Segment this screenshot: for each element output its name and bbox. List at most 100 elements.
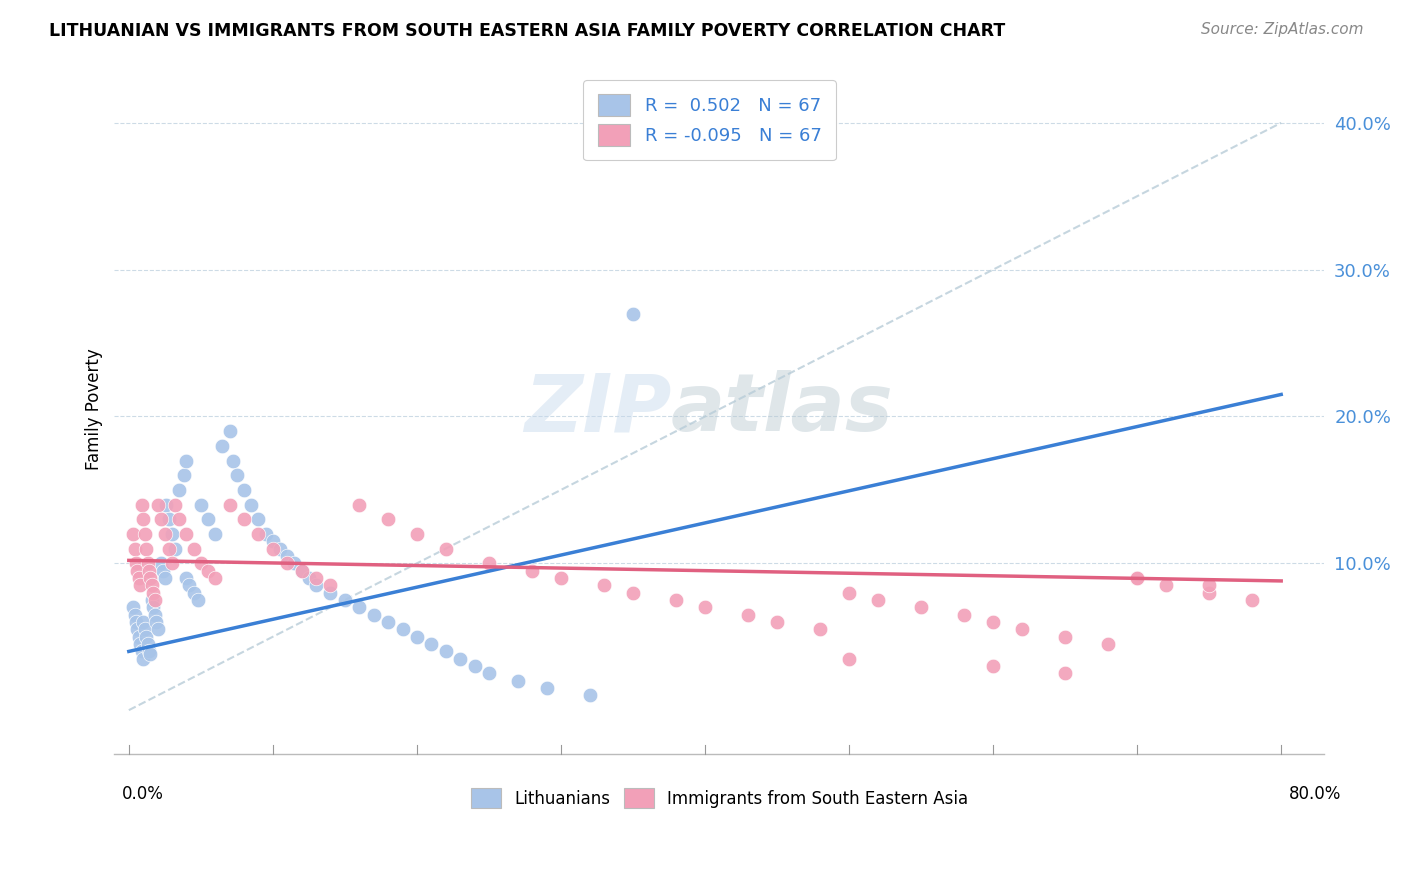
Point: [520, 564, 543, 578]
Point: [143, 607, 166, 622]
Point: [149, 557, 172, 571]
Point: [391, 623, 413, 637]
Point: [981, 615, 1004, 629]
Point: [377, 512, 399, 526]
Point: [124, 607, 146, 622]
Point: [183, 541, 205, 556]
Point: [478, 557, 501, 571]
Point: [157, 541, 180, 556]
Point: [1126, 571, 1149, 585]
Point: [132, 512, 155, 526]
Point: [163, 498, 186, 512]
Point: [377, 615, 399, 629]
Point: [305, 571, 328, 585]
Point: [131, 644, 153, 658]
Point: [129, 637, 152, 651]
Point: [247, 512, 270, 526]
Point: [155, 498, 177, 512]
Point: [240, 498, 263, 512]
Point: [953, 607, 976, 622]
Text: atlas: atlas: [671, 370, 894, 448]
Point: [129, 578, 152, 592]
Y-axis label: Family Poverty: Family Poverty: [86, 348, 103, 470]
Point: [305, 578, 328, 592]
Point: [866, 593, 889, 607]
Point: [176, 571, 198, 585]
Point: [157, 512, 180, 526]
Point: [218, 498, 240, 512]
Point: [139, 648, 162, 662]
Legend: Lithuanians, Immigrants from South Eastern Asia: Lithuanians, Immigrants from South Easte…: [464, 781, 974, 815]
Point: [838, 652, 860, 666]
Point: [1198, 585, 1220, 599]
Point: [141, 578, 163, 592]
Point: [464, 659, 486, 673]
Point: [145, 615, 167, 629]
Point: [621, 307, 644, 321]
Point: [981, 659, 1004, 673]
Point: [766, 615, 789, 629]
Point: [153, 527, 176, 541]
Point: [149, 512, 172, 526]
Point: [319, 585, 342, 599]
Point: [160, 557, 183, 571]
Point: [160, 527, 183, 541]
Point: [276, 557, 298, 571]
Point: [124, 541, 146, 556]
Point: [420, 637, 443, 651]
Point: [434, 644, 457, 658]
Point: [1011, 623, 1033, 637]
Point: [131, 498, 153, 512]
Point: [808, 623, 831, 637]
Point: [1054, 630, 1077, 644]
Point: [1126, 571, 1149, 585]
Point: [128, 630, 150, 644]
Point: [190, 498, 212, 512]
Point: [434, 541, 457, 556]
Point: [211, 439, 233, 453]
Point: [204, 571, 226, 585]
Point: [1154, 578, 1177, 592]
Text: ZIP: ZIP: [523, 370, 671, 448]
Point: [665, 593, 688, 607]
Point: [122, 600, 145, 615]
Point: [1097, 637, 1119, 651]
Point: [204, 527, 226, 541]
Point: [449, 652, 471, 666]
Point: [167, 483, 190, 497]
Point: [333, 593, 356, 607]
Point: [134, 623, 156, 637]
Point: [298, 571, 321, 585]
Point: [139, 571, 162, 585]
Point: [262, 534, 284, 549]
Point: [138, 644, 160, 658]
Point: [319, 578, 342, 592]
Point: [187, 593, 209, 607]
Point: [167, 512, 190, 526]
Point: [349, 498, 371, 512]
Point: [152, 564, 174, 578]
Point: [176, 527, 198, 541]
Point: [291, 564, 314, 578]
Point: [134, 527, 156, 541]
Point: [621, 585, 644, 599]
Text: LITHUANIAN VS IMMIGRANTS FROM SOUTH EASTERN ASIA FAMILY POVERTY CORRELATION CHAR: LITHUANIAN VS IMMIGRANTS FROM SOUTH EAST…: [49, 22, 1005, 40]
Point: [1241, 593, 1264, 607]
Point: [153, 571, 176, 585]
Point: [125, 557, 148, 571]
Point: [578, 689, 600, 703]
Point: [1198, 578, 1220, 592]
Point: [291, 564, 314, 578]
Point: [142, 585, 165, 599]
Point: [132, 652, 155, 666]
Point: [550, 571, 572, 585]
Point: [363, 607, 385, 622]
Point: [190, 557, 212, 571]
Point: [146, 498, 169, 512]
Point: [349, 600, 371, 615]
Point: [135, 541, 157, 556]
Point: [197, 564, 219, 578]
Point: [138, 564, 160, 578]
Point: [233, 512, 256, 526]
Point: [141, 593, 163, 607]
